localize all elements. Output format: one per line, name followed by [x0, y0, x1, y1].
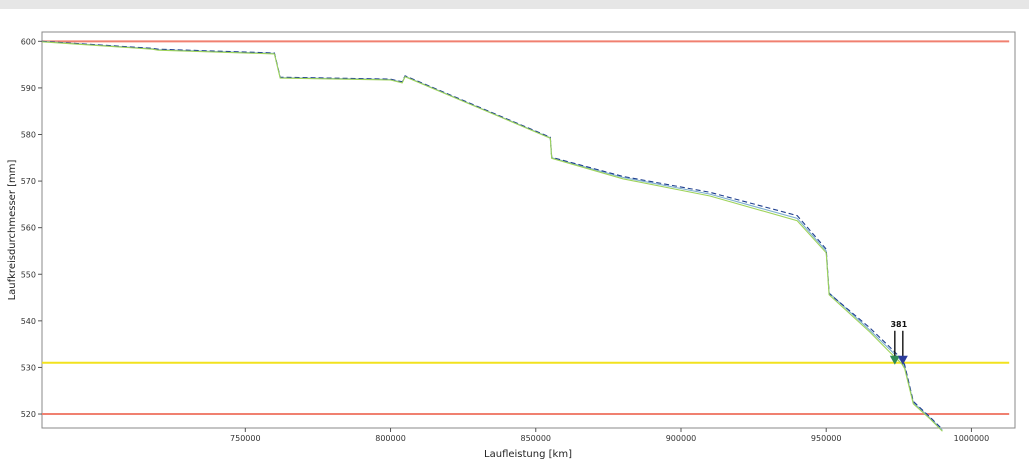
series-line-1 — [41, 40, 943, 430]
y-tick-label-7: 590 — [21, 84, 36, 93]
y-tick-label-4: 560 — [21, 224, 36, 233]
y-tick-label-1: 530 — [21, 363, 36, 372]
y-tick-label-3: 550 — [21, 270, 36, 279]
x-tick-label-0: 750000 — [230, 434, 261, 443]
y-tick-label-5: 570 — [21, 177, 36, 186]
x-axis-ticks: 750000 800000 850000 900000 950000 1000000 — [230, 428, 989, 443]
annotations: 381 — [889, 320, 908, 365]
reference-lines — [42, 40, 1010, 416]
y-axis-ticks: 520 530 540 550 560 570 580 590 600 — [21, 37, 42, 419]
data-series — [41, 40, 943, 432]
x-axis-label: Laufleistung [km] — [484, 449, 572, 460]
y-axis-label: Laufkreisdurchmesser [mm] — [7, 159, 18, 300]
y-tick-label-6: 580 — [21, 130, 36, 139]
top-bar — [0, 0, 1029, 9]
x-tick-label-2: 850000 — [520, 434, 551, 443]
x-tick-label-3: 900000 — [666, 434, 697, 443]
y-tick-label-8: 600 — [21, 37, 36, 46]
y-tick-label-0: 520 — [21, 410, 36, 419]
y-tick-label-2: 540 — [21, 317, 36, 326]
annotation-label-0: 381 — [890, 320, 907, 329]
annotation-marker-0-1 — [897, 355, 908, 365]
plot-frame — [41, 31, 1016, 429]
x-tick-label-5: 1000000 — [954, 434, 990, 443]
x-tick-label-4: 950000 — [811, 434, 842, 443]
series-line-2 — [41, 41, 943, 432]
series-line-0 — [41, 40, 943, 431]
annotation-marker-0-0 — [889, 355, 900, 365]
x-tick-label-1: 800000 — [375, 434, 406, 443]
